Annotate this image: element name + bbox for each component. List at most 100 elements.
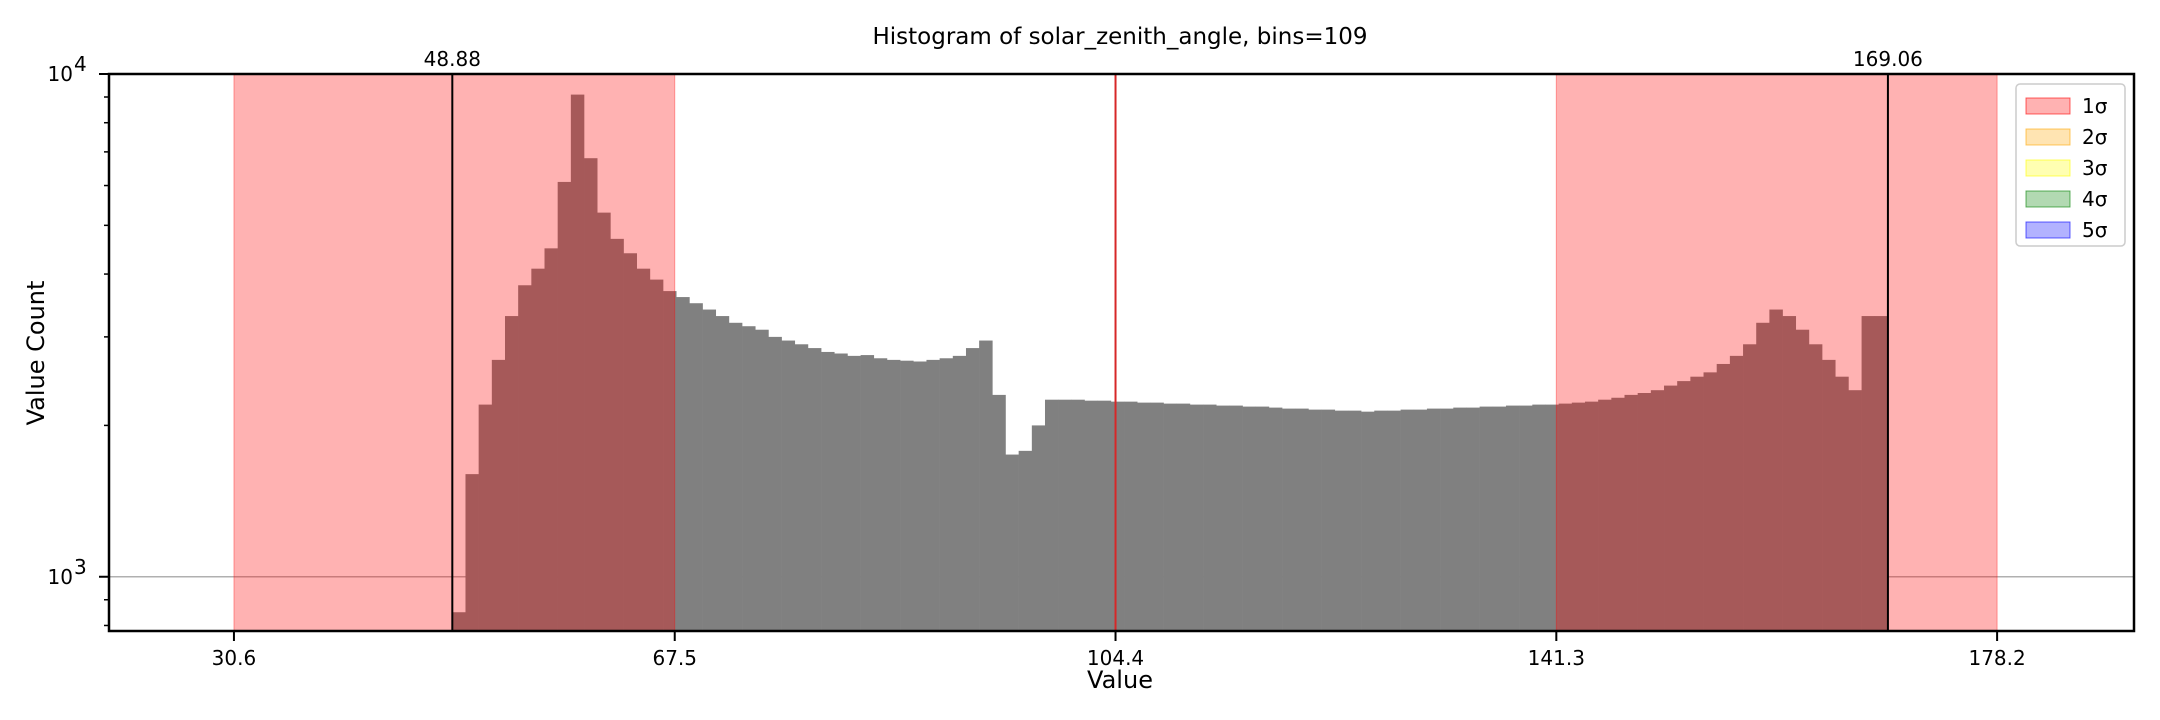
histogram-bar-42 [1005,454,1019,631]
range-line-label-0: 48.88 [424,47,481,71]
histogram-bar-83 [1545,404,1559,631]
histogram-bar-38 [952,355,967,631]
histogram-bar-41 [992,394,1006,631]
histogram-bar-67 [1334,410,1349,631]
histogram-bar-50 [1110,401,1125,631]
histogram-bar-104 [1822,359,1836,631]
histogram-bar-17 [676,297,690,631]
legend-swatch-3 [2025,190,2071,208]
y-tick-exponent-0: 3 [74,555,87,579]
histogram-bar-24 [768,336,782,631]
histogram-bar-107 [1861,316,1876,631]
y-tick-label-1: 10 [48,62,73,86]
x-tick-label-3: 141.3 [1528,646,1585,670]
histogram-bar-18 [689,303,703,631]
histogram-bar-45 [1044,399,1059,631]
histogram-bar-81 [1519,405,1533,631]
histogram-bar-13 [623,253,638,632]
histogram-bar-73 [1413,409,1428,631]
histogram-bar-27 [807,348,822,631]
histogram-bar-75 [1440,408,1454,631]
histogram-bar-37 [939,358,954,631]
histogram-bar-29 [834,353,848,631]
plot-frame [107,72,2136,633]
histogram-bar-87 [1598,399,1612,631]
histogram-bar-65 [1308,409,1322,631]
legend-label-1: 2σ [2082,125,2108,149]
legend-label-0: 1σ [2082,94,2108,118]
histogram-bar-82 [1532,404,1546,631]
histogram-bar-74 [1426,408,1441,631]
histogram-bar-44 [1031,425,1046,631]
histogram-bar-79 [1492,406,1507,631]
histogram-bar-28 [821,351,835,631]
histogram-bar-7 [544,248,558,631]
histogram-bar-103 [1808,344,1823,631]
histogram-bar-48 [1084,400,1098,631]
histogram-bar-31 [860,355,875,631]
histogram-bar-86 [1584,401,1599,631]
histogram-bar-9 [570,94,585,631]
histogram-bar-14 [636,268,651,631]
histogram-bar-77 [1466,407,1480,631]
histogram-bar-43 [1018,450,1033,631]
histogram-bar-94 [1690,376,1704,631]
histogram-bar-102 [1795,329,1810,631]
histogram-bar-6 [531,268,545,631]
histogram-bar-92 [1664,385,1678,631]
histogram-bar-68 [1347,410,1362,631]
histogram-bar-62 [1268,407,1283,631]
histogram-bar-56 [1189,404,1204,631]
histogram-bar-70 [1374,410,1388,631]
histogram-bar-97 [1729,355,1744,631]
histogram-bar-23 [755,329,769,631]
histogram-bar-3 [491,359,506,631]
histogram-bar-10 [584,158,598,631]
histogram-bar-101 [1782,316,1797,631]
histogram-bar-100 [1769,309,1783,631]
histogram-bar-21 [728,322,743,631]
legend-swatch-2 [2025,159,2071,177]
histogram-bar-84 [1558,403,1573,631]
y-axis-label: Value Count [22,281,50,426]
histogram-bar-66 [1321,409,1336,631]
histogram-bar-33 [886,359,901,631]
chart-title: Histogram of solar_zenith_angle, bins=10… [872,24,1367,50]
histogram-bar-93 [1677,381,1691,631]
histogram-bar-47 [1071,399,1085,631]
histogram-bar-19 [702,309,717,631]
legend-swatch-4 [2025,221,2071,239]
histogram-bar-98 [1743,344,1757,631]
histogram-bar-46 [1058,399,1072,631]
histogram-bar-26 [794,344,809,631]
legend-label-4: 5σ [2082,218,2108,242]
x-tick-label-4: 178.2 [1968,646,2025,670]
histogram-bar-72 [1400,409,1415,631]
histogram-bar-80 [1505,405,1520,631]
x-tick-label-0: 30.6 [212,646,257,670]
histogram-bar-39 [965,348,980,631]
histogram-bar-11 [597,212,611,631]
histogram-bar-63 [1282,408,1296,631]
histogram-bar-16 [663,291,677,631]
legend-swatch-1 [2025,128,2071,146]
histogram-bar-35 [913,361,927,631]
histogram-bar-15 [649,279,664,631]
histogram-bar-60 [1242,406,1257,631]
histogram-bar-57 [1203,404,1217,631]
histogram-bar-108 [1874,316,1889,631]
histogram-bar-99 [1756,322,1770,631]
histogram-bar-96 [1716,363,1731,631]
histogram-bar-49 [1097,400,1112,631]
histogram-bar-89 [1624,394,1638,631]
histogram-bar-22 [742,326,756,631]
histogram-bar-12 [610,238,624,631]
histogram-bar-95 [1703,372,1718,631]
histogram-bar-20 [715,316,730,631]
histogram-bar-85 [1571,402,1586,631]
range-line-label-1: 169.06 [1853,47,1923,71]
legend-label-2: 3σ [2082,156,2108,180]
